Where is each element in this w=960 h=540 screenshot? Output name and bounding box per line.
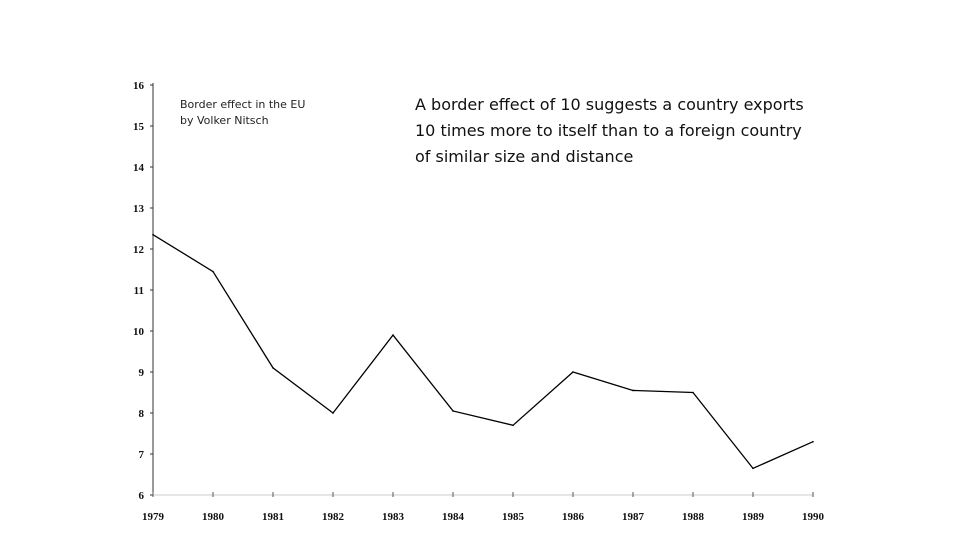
data-point xyxy=(752,467,754,470)
y-tick-label: 6 xyxy=(139,490,145,502)
x-tick-label: 1989 xyxy=(742,511,765,523)
data-point xyxy=(212,270,214,273)
chart-annotation: A border effect of 10 suggests a country… xyxy=(415,95,804,166)
x-tick-label: 1988 xyxy=(682,511,705,523)
chart-title: Border effect in the EU xyxy=(180,98,306,111)
y-tick-label: 14 xyxy=(133,162,145,174)
y-tick-label: 7 xyxy=(139,449,145,461)
chart-title-block: Border effect in the EU by Volker Nitsch xyxy=(180,97,305,129)
y-tick-label: 11 xyxy=(134,285,144,297)
x-tick-label: 1979 xyxy=(142,511,165,523)
chart-subtitle: by Volker Nitsch xyxy=(180,114,269,127)
x-tick-label: 1980 xyxy=(202,511,225,523)
data-point xyxy=(332,412,334,414)
data-point xyxy=(452,410,454,412)
x-tick-label: 1984 xyxy=(442,511,465,523)
data-point xyxy=(272,367,274,369)
x-ticks: 1979 1980 1981 1982 1983 1984 1985 1986 1987 1988… xyxy=(142,492,825,523)
data-point xyxy=(572,371,574,373)
data-point xyxy=(692,391,694,394)
x-tick-label: 1990 xyxy=(802,511,825,523)
x-tick-label: 1985 xyxy=(502,511,525,523)
data-point xyxy=(152,233,154,236)
y-ticks: 6 7 8 9 10 11 12 13 14 15 16 xyxy=(133,80,153,502)
series xyxy=(152,233,814,470)
data-point xyxy=(632,389,634,392)
y-tick-label: 13 xyxy=(133,203,145,215)
x-tick-label: 1981 xyxy=(262,511,284,523)
y-tick-label: 12 xyxy=(133,244,145,256)
y-tick-label: 16 xyxy=(133,80,145,92)
x-tick-label: 1986 xyxy=(562,511,585,523)
axes xyxy=(152,83,813,496)
y-tick-label: 9 xyxy=(139,367,145,379)
data-point xyxy=(392,334,394,336)
y-tick-label: 15 xyxy=(133,121,145,133)
x-tick-label: 1987 xyxy=(622,511,645,523)
series-line xyxy=(152,234,814,470)
y-tick-label: 8 xyxy=(139,408,145,420)
data-point xyxy=(812,440,814,443)
y-tick-label: 10 xyxy=(133,326,145,338)
x-tick-label: 1982 xyxy=(322,511,345,523)
x-tick-label: 1983 xyxy=(382,511,405,523)
data-point xyxy=(512,424,514,427)
